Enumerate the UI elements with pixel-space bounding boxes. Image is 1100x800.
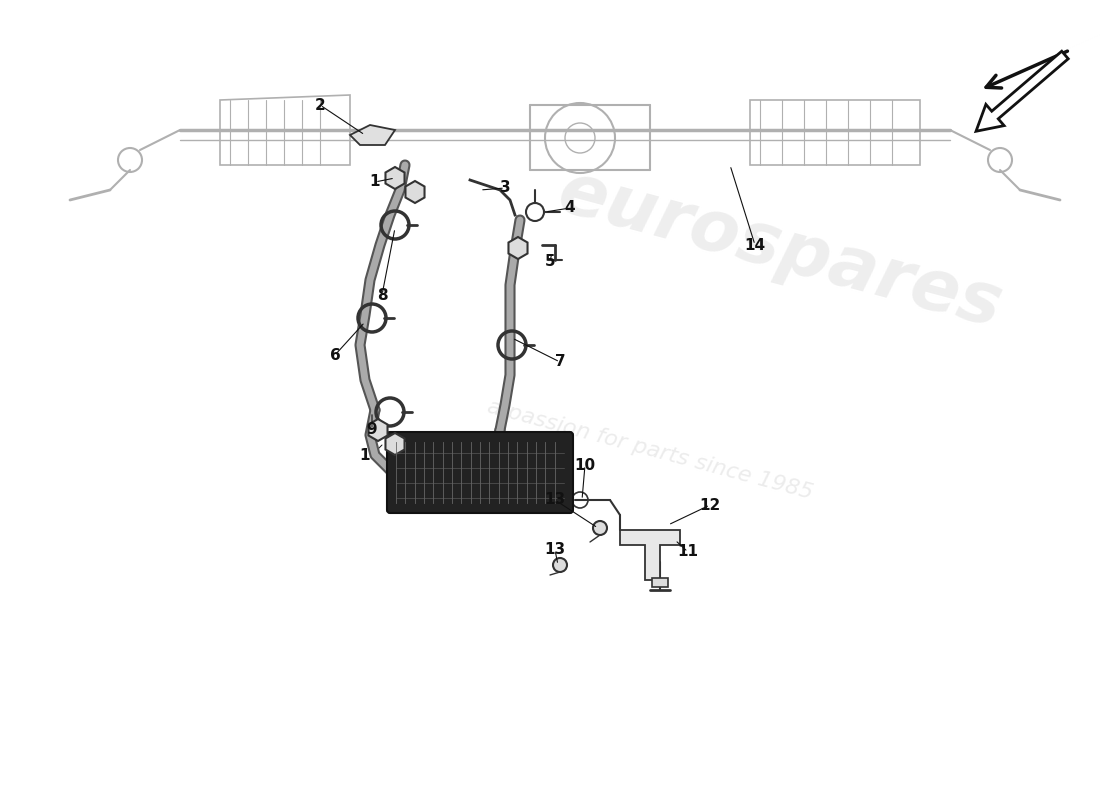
Text: 3: 3 [499, 181, 510, 195]
Circle shape [593, 521, 607, 535]
Text: 13: 13 [544, 493, 565, 507]
Text: 13: 13 [544, 542, 565, 558]
Text: 12: 12 [700, 498, 720, 513]
Text: 1: 1 [360, 447, 371, 462]
Text: 10: 10 [574, 458, 595, 473]
Text: a passion for parts since 1985: a passion for parts since 1985 [485, 397, 815, 503]
Text: 14: 14 [745, 238, 766, 253]
Polygon shape [620, 530, 680, 580]
Polygon shape [508, 237, 528, 259]
Polygon shape [406, 181, 425, 203]
Text: 7: 7 [554, 354, 565, 370]
Polygon shape [385, 167, 405, 189]
Text: 5: 5 [544, 254, 556, 270]
Text: 6: 6 [330, 347, 340, 362]
FancyBboxPatch shape [387, 432, 573, 513]
Text: 4: 4 [564, 201, 575, 215]
Polygon shape [652, 578, 668, 587]
FancyArrow shape [976, 51, 1068, 131]
Polygon shape [385, 433, 405, 455]
Polygon shape [350, 125, 395, 145]
Text: 11: 11 [678, 545, 698, 559]
Circle shape [553, 558, 566, 572]
Polygon shape [368, 419, 387, 441]
Text: 8: 8 [376, 287, 387, 302]
Text: 9: 9 [366, 422, 377, 438]
Text: 1: 1 [370, 174, 381, 190]
Text: 2: 2 [315, 98, 326, 113]
Text: eurospares: eurospares [550, 158, 1010, 342]
